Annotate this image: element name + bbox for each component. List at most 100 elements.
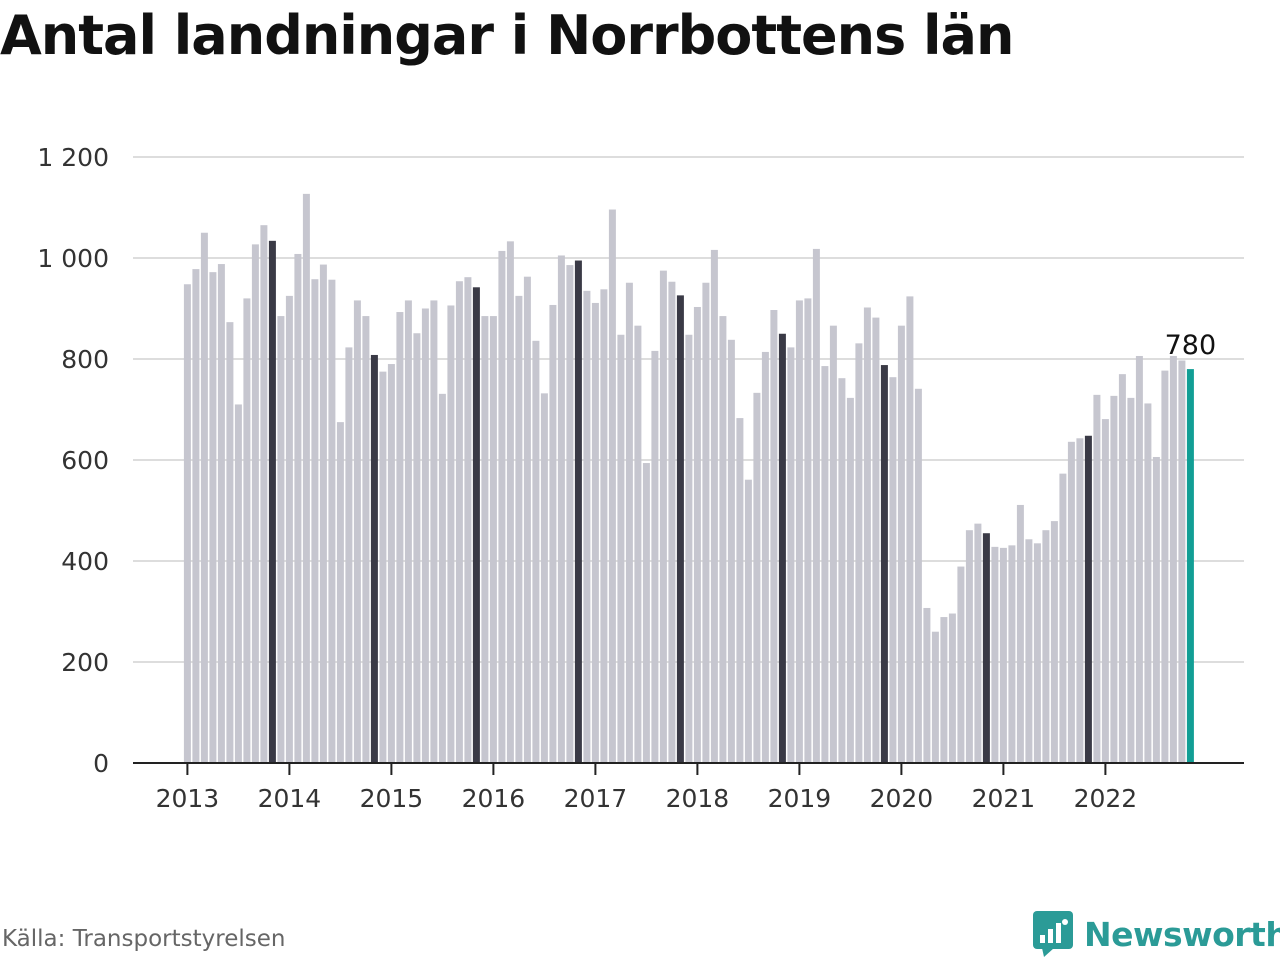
bar <box>591 302 599 763</box>
x-tick-label: 2021 <box>972 784 1036 813</box>
bar <box>455 281 463 763</box>
bar <box>234 404 242 763</box>
x-tick-label: 2013 <box>156 784 220 813</box>
bar <box>931 631 939 763</box>
bar <box>838 378 846 763</box>
bar <box>481 316 489 763</box>
bar <box>744 479 752 763</box>
bar <box>1016 504 1024 763</box>
chart-bubble-icon <box>1033 911 1073 957</box>
bar <box>277 316 285 763</box>
bar <box>226 322 234 763</box>
bar <box>617 334 625 763</box>
bar <box>379 371 387 763</box>
y-axis-tick-labels: 0 200 400 600 800 1 000 1 200 <box>37 143 109 778</box>
bar <box>294 253 302 763</box>
bar <box>1127 397 1135 763</box>
bar <box>1178 360 1186 763</box>
bar <box>413 333 421 763</box>
bar <box>200 232 208 763</box>
bar <box>1161 370 1169 763</box>
bar <box>923 607 931 763</box>
bar <box>362 316 370 763</box>
bar <box>1033 543 1041 763</box>
bar <box>770 310 778 763</box>
bar <box>897 325 905 763</box>
bar <box>1067 441 1075 763</box>
bar <box>982 533 990 763</box>
bar <box>676 295 684 763</box>
bar <box>328 279 336 763</box>
bar <box>421 308 429 763</box>
bar <box>311 279 319 763</box>
y-tick-label: 400 <box>61 547 109 576</box>
bar <box>404 300 412 763</box>
x-tick-label: 2015 <box>360 784 424 813</box>
brand-logo[interactable]: Newsworthy <box>1032 910 1280 958</box>
y-tick-label: 600 <box>61 446 109 475</box>
bar <box>600 289 608 763</box>
bar <box>642 463 650 763</box>
landings-bar-chart: 0 200 400 600 800 1 000 1 200 2013 2014 2015 2016… <box>37 143 1244 813</box>
bar <box>957 566 965 763</box>
bar <box>872 317 880 763</box>
bar <box>557 255 565 763</box>
bar <box>396 312 404 763</box>
y-tick-label: 1 200 <box>37 143 109 172</box>
bar <box>574 260 582 763</box>
bar <box>889 377 897 763</box>
bar <box>668 281 676 763</box>
bar <box>1050 521 1058 763</box>
bar <box>345 347 353 763</box>
bar <box>914 388 922 763</box>
bar <box>353 300 361 763</box>
x-tick-label: 2017 <box>564 784 628 813</box>
bar <box>608 209 616 763</box>
bar <box>1025 539 1033 763</box>
brand-name: Newsworthy <box>1084 914 1280 954</box>
bar <box>863 307 871 763</box>
bar <box>438 393 446 763</box>
bar <box>1118 374 1126 763</box>
bar <box>659 270 667 763</box>
bar <box>1110 395 1118 763</box>
x-tick-label: 2016 <box>462 784 526 813</box>
bar <box>498 250 506 763</box>
bar <box>829 325 837 763</box>
bar <box>464 277 472 763</box>
bar <box>302 193 310 764</box>
bar <box>268 240 276 763</box>
bar <box>1093 394 1101 763</box>
y-tick-label: 800 <box>61 345 109 374</box>
bar <box>702 282 710 763</box>
bar <box>736 418 744 763</box>
bar <box>787 347 795 763</box>
bar <box>719 316 727 763</box>
bar <box>1084 435 1092 763</box>
source-note: Källa: Transportstyrelsen <box>2 926 286 952</box>
bar <box>804 298 812 763</box>
bar <box>1144 403 1152 763</box>
bar <box>880 365 888 763</box>
y-tick-label: 1 000 <box>37 244 109 273</box>
chart-title: Antal landningar i Norrbottens län <box>0 4 1014 67</box>
bar <box>710 249 718 764</box>
bar <box>991 546 999 763</box>
bar <box>489 316 497 763</box>
bar <box>370 354 378 763</box>
bar <box>260 225 268 764</box>
bar <box>1008 545 1016 763</box>
bar <box>506 241 514 763</box>
bar <box>999 547 1007 763</box>
bar <box>217 264 225 763</box>
bar <box>1076 438 1084 763</box>
x-tick-label: 2018 <box>666 784 730 813</box>
bar <box>727 339 735 763</box>
bar <box>243 298 251 763</box>
bar <box>566 265 574 763</box>
bar <box>319 264 327 763</box>
bar <box>532 340 540 763</box>
y-tick-label: 0 <box>93 749 109 778</box>
bar <box>855 343 863 763</box>
bar <box>846 397 854 763</box>
